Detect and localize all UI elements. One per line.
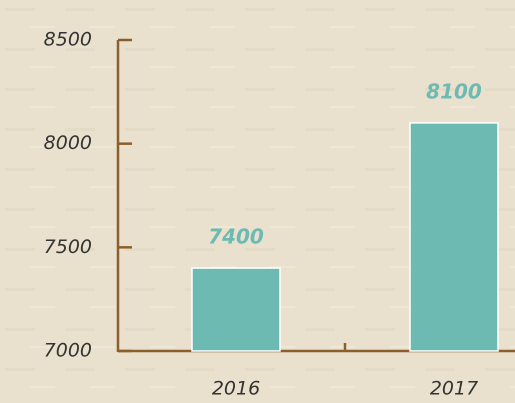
y-tick-label: 7000: [44, 340, 92, 362]
bar: [191, 267, 281, 352]
bar: [409, 122, 499, 352]
data-label: 8100: [426, 79, 482, 103]
y-tick-label: 8000: [44, 132, 92, 154]
x-tick-label: 2016: [212, 378, 260, 400]
y-tick-label: 8500: [44, 29, 92, 51]
x-tick-label: 2017: [430, 378, 478, 400]
data-label: 7400: [208, 225, 264, 249]
y-tick-label: 7500: [44, 236, 92, 258]
